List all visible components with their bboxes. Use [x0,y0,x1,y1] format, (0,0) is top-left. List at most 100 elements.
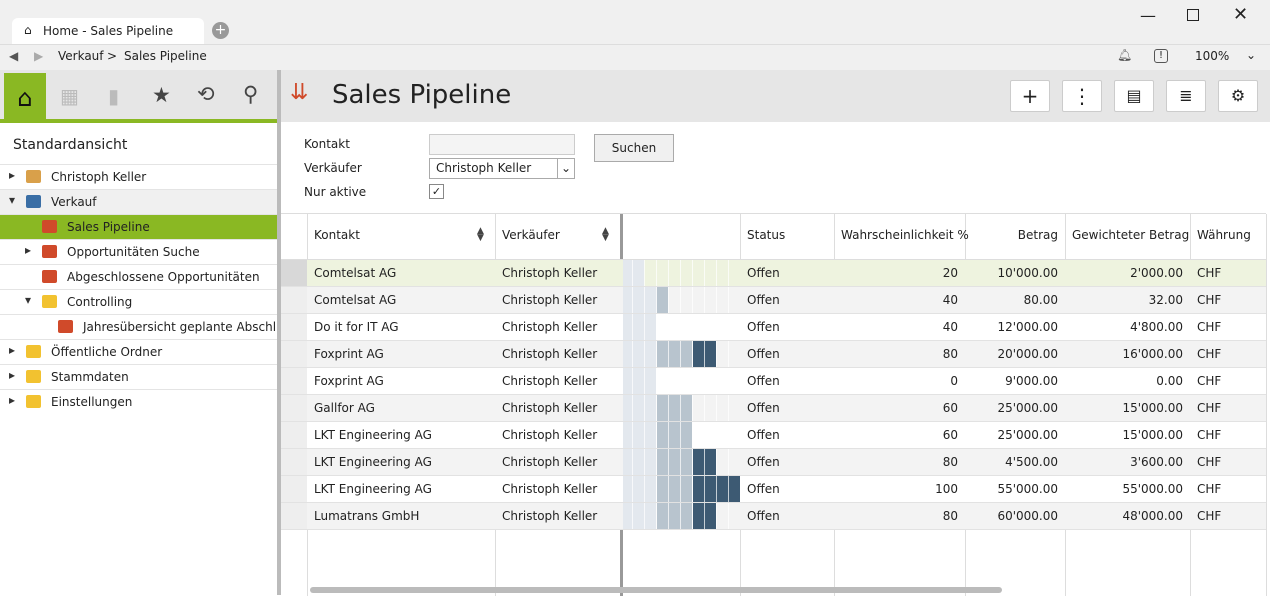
filter-label: Verkäufer [304,161,362,175]
tree-item[interactable]: ▸ Opportunitäten Suche [0,239,277,264]
tree-icon [42,220,57,233]
cell: CHF [1197,482,1222,496]
stage-line [632,395,633,421]
tree-item[interactable]: Jahresübersicht geplante Abschlüsse [0,314,304,339]
stage-line [692,449,693,475]
table-row[interactable]: Comtelsat AG Christoph Keller Offen 20 10'00… [281,260,1266,287]
columns-button[interactable]: ≣ [1166,80,1206,112]
cell: Do it for IT AG [314,320,399,334]
stage-line [644,314,645,340]
stage-line [632,260,633,286]
zoom[interactable]: 100% [1195,49,1230,63]
cell: CHF [1197,428,1222,442]
nav-bar [0,70,277,120]
stage-line [680,314,681,340]
seller-select[interactable]: Christoph Keller ⌄ [429,158,575,179]
tree-item[interactable]: ▸ Öffentliche Ordner [0,339,277,364]
row-header [281,260,307,286]
active-checkbox[interactable]: ✓ [429,184,444,199]
nav-search[interactable]: ⚲ [243,82,259,106]
tab-title: Home - Sales Pipeline [43,24,174,38]
cell: 4'500.00 [1005,455,1058,469]
cell: 80 [942,347,958,361]
table-row[interactable]: LKT Engineering AG Christoph Keller Offen 6… [281,422,1266,449]
nav-favorites[interactable]: ★ [152,83,171,107]
search-button[interactable]: Suchen [594,134,674,162]
cell: 20 [942,266,958,280]
crumb[interactable]: Sales Pipeline [124,49,207,63]
tree-item[interactable]: ▸ Christoph Keller [0,164,277,189]
tree-item[interactable]: ▸ Einstellungen [0,389,277,414]
nav-home[interactable]: ⌂ [4,73,46,120]
settings-button[interactable]: ⚙ [1218,80,1258,112]
stage-line [728,503,729,529]
cell: Christoph Keller [502,428,598,442]
tree-item[interactable]: ▾ Verkauf [0,189,277,214]
stage-line [692,368,693,394]
table-row[interactable]: LKT Engineering AG Christoph Keller Offen 8… [281,449,1266,476]
tree-item[interactable]: Sales Pipeline [0,214,277,239]
add-button[interactable]: + [1010,80,1050,112]
scrollbar[interactable] [310,587,1002,593]
header [281,70,1270,122]
more-button[interactable]: ⋮ [1062,80,1102,112]
column-header[interactable]: Kontakt [314,227,360,242]
tree-icon [58,320,73,333]
tree-item[interactable]: ▾ Controlling [0,289,277,314]
cell: 2'000.00 [1130,266,1183,280]
back[interactable]: ◀ [9,49,19,63]
tab[interactable] [12,18,204,44]
cell: Christoph Keller [502,347,598,361]
tree-label: Stammdaten [51,370,129,384]
table-row[interactable]: LKT Engineering AG Christoph Keller Offen 1… [281,476,1266,503]
stage [623,449,656,475]
nav-history[interactable]: ⟲ [197,82,215,106]
minimize[interactable]: — [1140,6,1156,25]
cell: 80 [942,455,958,469]
cell: CHF [1197,401,1222,415]
column-header[interactable]: Betrag [1017,227,1058,242]
column-header[interactable]: Status [747,227,786,242]
stage-line [668,422,669,448]
table-row[interactable]: Comtelsat AG Christoph Keller Offen 40 80.00… [281,287,1266,314]
new-tab[interactable]: + [212,22,229,39]
stage-line [668,503,669,529]
stage [623,368,656,394]
detail-button[interactable]: ▤ [1114,80,1154,112]
close[interactable]: ✕ [1233,4,1249,25]
cell: 55'000.00 [1122,482,1183,496]
crumb[interactable]: Verkauf [58,49,104,63]
splitter[interactable] [277,70,281,595]
info[interactable]: ! [1154,49,1168,63]
table-row[interactable]: Gallfor AG Christoph Keller Offen 60 25'000.… [281,395,1266,422]
column-header[interactable]: Verkäufer [502,227,560,242]
cell: Christoph Keller [502,374,598,388]
cell: 100 [935,482,958,496]
column-header[interactable]: Gewichteter Betrag [1072,227,1190,242]
column-header[interactable]: Währung [1197,227,1251,242]
stage-line [692,422,693,448]
cell: 60 [942,401,958,415]
nav-chart[interactable]: ▮ [108,84,120,108]
table-row[interactable]: Foxprint AG Christoph Keller Offen 0 9'000.0… [281,368,1266,395]
stage-line [632,422,633,448]
stage-line [644,395,645,421]
stage-line [644,287,645,313]
zoom-menu[interactable]: ⌄ [1246,48,1257,62]
tree-item[interactable]: ▸ Stammdaten [0,364,277,389]
forward[interactable]: ▶ [34,49,44,63]
maximize[interactable] [1187,9,1199,21]
stage-line [680,503,681,529]
bell[interactable]: 🔔︎ [1117,48,1133,62]
table-row[interactable]: Do it for IT AG Christoph Keller Offen 40 12… [281,314,1266,341]
cell: CHF [1197,374,1222,388]
stage-line [704,260,705,286]
table-row[interactable]: Lumatrans GmbH Christoph Keller Offen 80 60'… [281,503,1266,530]
tree-item[interactable]: Abgeschlossene Opportunitäten [0,264,277,289]
column-header[interactable]: Wahrscheinlichkeit % [841,227,969,242]
nav-calendar[interactable]: ▦ [60,84,79,108]
table-row[interactable]: Foxprint AG Christoph Keller Offen 80 20'000… [281,341,1266,368]
stage [623,422,656,448]
contact-input[interactable] [429,134,575,155]
stage-line [728,260,729,286]
